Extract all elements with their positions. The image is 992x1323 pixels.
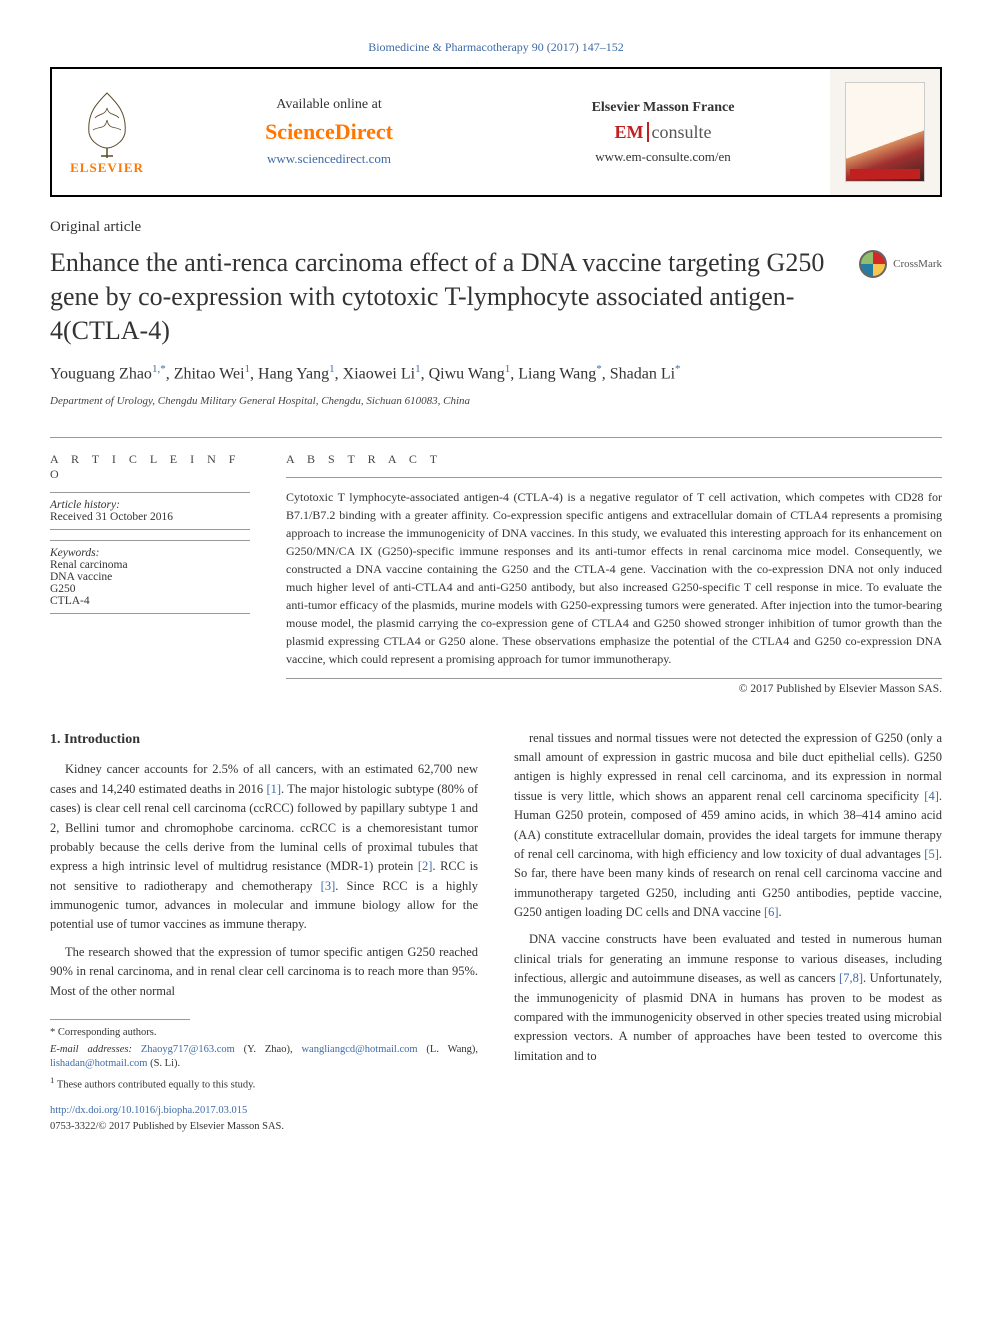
crossmark-label: CrossMark [893, 258, 942, 270]
keyword-item: DNA vaccine [50, 571, 250, 583]
article-info-head: A R T I C L E I N F O [50, 452, 250, 482]
body-paragraph: Kidney cancer accounts for 2.5% of all c… [50, 760, 478, 934]
journal-cover-thumbnail [845, 82, 925, 182]
em-logo-right: consulte [652, 122, 712, 142]
crossmark-badge[interactable]: CrossMark [859, 250, 942, 278]
article-info-column: A R T I C L E I N F O Article history: R… [50, 452, 250, 695]
body-paragraph: DNA vaccine constructs have been evaluat… [514, 930, 942, 1066]
elsevier-tree-icon [77, 88, 137, 158]
elsevier-label: ELSEVIER [70, 160, 144, 176]
keyword-item: CTLA-4 [50, 595, 250, 607]
section-title-introduction: 1. Introduction [50, 729, 478, 751]
abstract-text: Cytotoxic T lymphocyte-associated antige… [286, 477, 942, 679]
sciencedirect-logo: ScienceDirect [265, 119, 393, 145]
body-columns: 1. Introduction Kidney cancer accounts f… [50, 729, 942, 1136]
journal-citation: Biomedicine & Pharmacotherapy 90 (2017) … [50, 40, 942, 55]
abstract-head: A B S T R A C T [286, 452, 942, 467]
body-left-column: 1. Introduction Kidney cancer accounts f… [50, 729, 478, 1136]
history-received: Received 31 October 2016 [50, 511, 250, 523]
footnote-separator [50, 1019, 190, 1020]
sciencedirect-block: Available online at ScienceDirect www.sc… [162, 69, 496, 195]
issn-block: http://dx.doi.org/10.1016/j.biopha.2017.… [50, 1103, 478, 1136]
article-type: Original article [50, 219, 942, 236]
corresponding-authors-note: * Corresponding authors. [50, 1026, 478, 1041]
sd-availability-label: Available online at [276, 97, 381, 113]
history-label: Article history: [50, 499, 250, 511]
affiliation: Department of Urology, Chengdu Military … [50, 395, 942, 407]
em-consulte-link[interactable]: www.em-consulte.com/en [595, 149, 731, 165]
elsevier-logo-block: ELSEVIER [52, 69, 162, 195]
article-title: Enhance the anti-renca carcinoma effect … [50, 246, 839, 347]
article-history-block: Article history: Received 31 October 201… [50, 492, 250, 530]
journal-cover-block [830, 69, 940, 195]
em-consulte-logo: EM consulte [615, 122, 712, 143]
keyword-item: G250 [50, 583, 250, 595]
journal-header-bar: ELSEVIER Available online at ScienceDire… [50, 67, 942, 197]
em-consulte-block: Elsevier Masson France EM consulte www.em… [496, 69, 830, 195]
author-list: Youguang Zhao1,*, Zhitao Wei1, Hang Yang… [50, 361, 942, 386]
equal-contribution-note: 1 These authors contributed equally to t… [50, 1074, 478, 1093]
body-paragraph: renal tissues and normal tissues were no… [514, 729, 942, 923]
footnotes-block: * Corresponding authors. E-mail addresse… [50, 1026, 478, 1093]
crossmark-icon [859, 250, 887, 278]
sciencedirect-link[interactable]: www.sciencedirect.com [267, 151, 391, 167]
keyword-item: Renal carcinoma [50, 559, 250, 571]
issn-copyright: 0753-3322/© 2017 Published by Elsevier M… [50, 1119, 478, 1135]
keywords-label: Keywords: [50, 547, 250, 559]
doi-link[interactable]: http://dx.doi.org/10.1016/j.biopha.2017.… [50, 1103, 478, 1119]
em-publisher-label: Elsevier Masson France [592, 100, 735, 116]
em-logo-left: EM [615, 122, 644, 142]
email-addresses-note: E-mail addresses: Zhaoyg717@163.com (Y. … [50, 1043, 478, 1072]
keywords-block: Keywords: Renal carcinoma DNA vaccine G2… [50, 540, 250, 614]
abstract-column: A B S T R A C T Cytotoxic T lymphocyte-a… [286, 452, 942, 695]
body-right-column: renal tissues and normal tissues were no… [514, 729, 942, 1136]
body-paragraph: The research showed that the expression … [50, 943, 478, 1001]
abstract-copyright: © 2017 Published by Elsevier Masson SAS. [286, 683, 942, 695]
